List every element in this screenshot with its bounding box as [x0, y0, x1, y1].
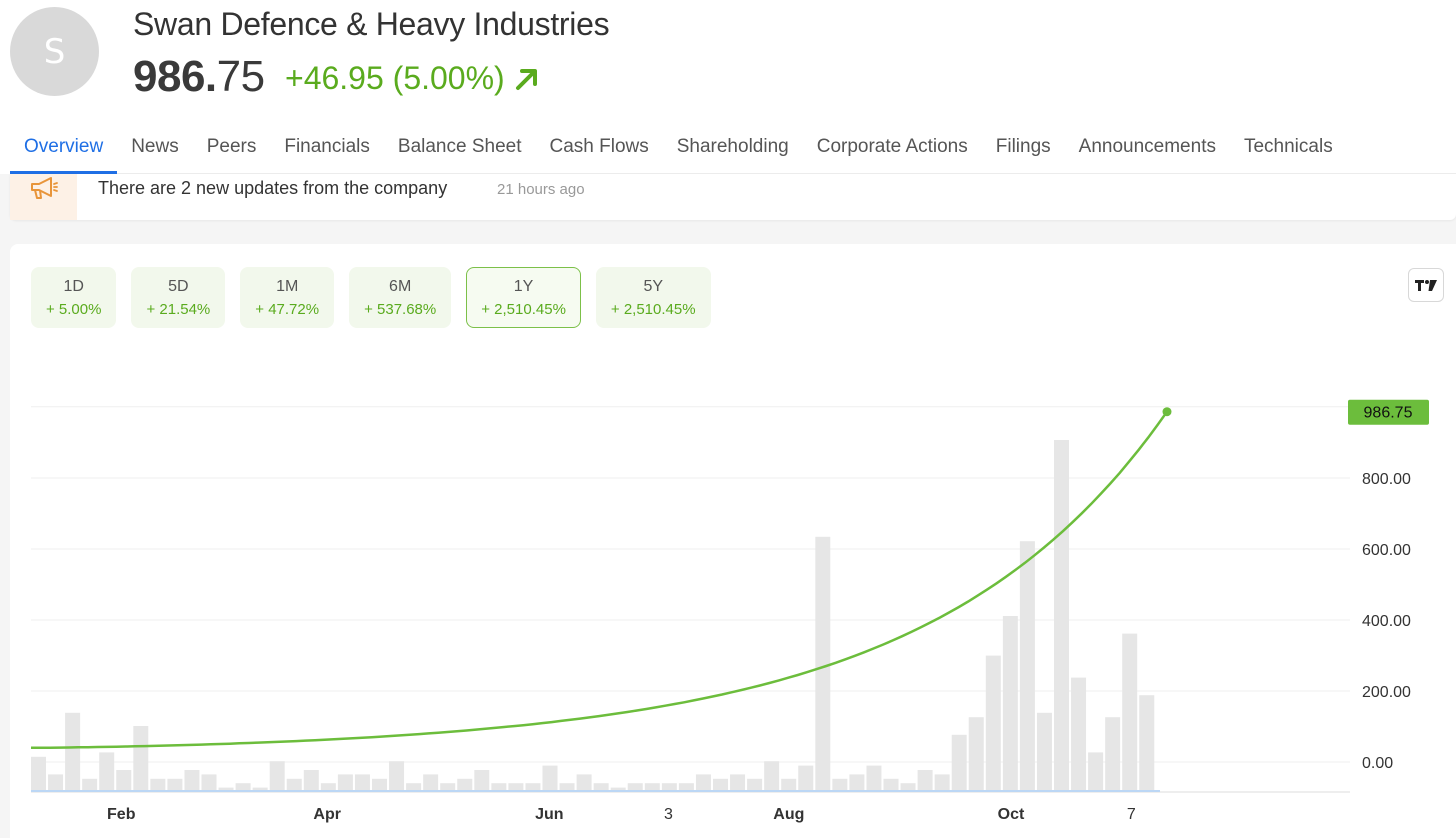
- tradingview-button[interactable]: [1408, 268, 1444, 302]
- period-selector: 1D + 5.00% 5D + 21.54% 1M + 47.72% 6M + 537.68%…: [31, 267, 726, 328]
- period-return: + 5.00%: [46, 300, 102, 318]
- period-label: 1Y: [513, 277, 534, 295]
- price-change: +46.95 (5.00%): [285, 60, 541, 97]
- period-5d[interactable]: 5D + 21.54%: [131, 267, 226, 328]
- updates-message: There are 2 new updates from the company: [98, 178, 448, 198]
- tab-shareholding[interactable]: Shareholding: [676, 136, 789, 157]
- updates-banner[interactable]: There are 2 new updates from the company…: [10, 174, 1456, 220]
- period-label: 1M: [276, 277, 299, 295]
- price-decimal: 75: [216, 52, 265, 101]
- period-label: 6M: [389, 277, 412, 295]
- stock-header: S Swan Defence & Heavy Industries 986.75…: [0, 0, 1456, 124]
- tab-financials[interactable]: Financials: [284, 136, 370, 157]
- tab-cash-flows[interactable]: Cash Flows: [549, 136, 649, 157]
- chart-card: 1D + 5.00% 5D + 21.54% 1M + 47.72% 6M + 537.68%…: [10, 244, 1456, 838]
- tab-announcements[interactable]: Announcements: [1078, 136, 1216, 157]
- period-return: + 2,510.45%: [481, 300, 566, 318]
- period-label: 1D: [63, 277, 84, 295]
- current-price: 986.75: [133, 52, 265, 102]
- updates-time: 21 hours ago: [497, 181, 585, 198]
- period-label: 5Y: [643, 277, 664, 295]
- price-change-value: +46.95 (5.00%): [285, 60, 505, 96]
- megaphone-icon: [30, 177, 58, 199]
- tab-peers[interactable]: Peers: [206, 136, 257, 157]
- period-1y[interactable]: 1Y + 2,510.45%: [466, 267, 581, 328]
- tab-bar: Overview News Peers Financials Balance Sheet…: [10, 124, 1456, 174]
- arrow-up-right-icon: [515, 68, 537, 90]
- price-integer: 986.: [133, 52, 217, 101]
- tab-corporate-actions[interactable]: Corporate Actions: [816, 136, 968, 157]
- company-avatar: S: [10, 7, 99, 96]
- period-6m[interactable]: 6M + 537.68%: [349, 267, 452, 328]
- tab-overview[interactable]: Overview: [10, 124, 118, 174]
- period-return: + 2,510.45%: [610, 300, 696, 318]
- tab-technicals[interactable]: Technicals: [1243, 136, 1333, 157]
- period-return: + 47.72%: [255, 300, 320, 318]
- period-return: + 537.68%: [364, 300, 437, 318]
- tab-news[interactable]: News: [131, 136, 179, 157]
- company-name: Swan Defence & Heavy Industries: [133, 6, 610, 42]
- period-1m[interactable]: 1M + 47.72%: [240, 267, 335, 328]
- tab-balance-sheet[interactable]: Balance Sheet: [397, 136, 522, 157]
- tab-filings[interactable]: Filings: [995, 136, 1051, 157]
- updates-icon-box: [10, 174, 77, 220]
- period-5y[interactable]: 5Y + 2,510.45%: [595, 267, 711, 328]
- period-label: 5D: [168, 277, 189, 295]
- period-1d[interactable]: 1D + 5.00%: [31, 267, 117, 328]
- period-return: + 21.54%: [146, 300, 211, 318]
- tradingview-icon: [1415, 280, 1437, 291]
